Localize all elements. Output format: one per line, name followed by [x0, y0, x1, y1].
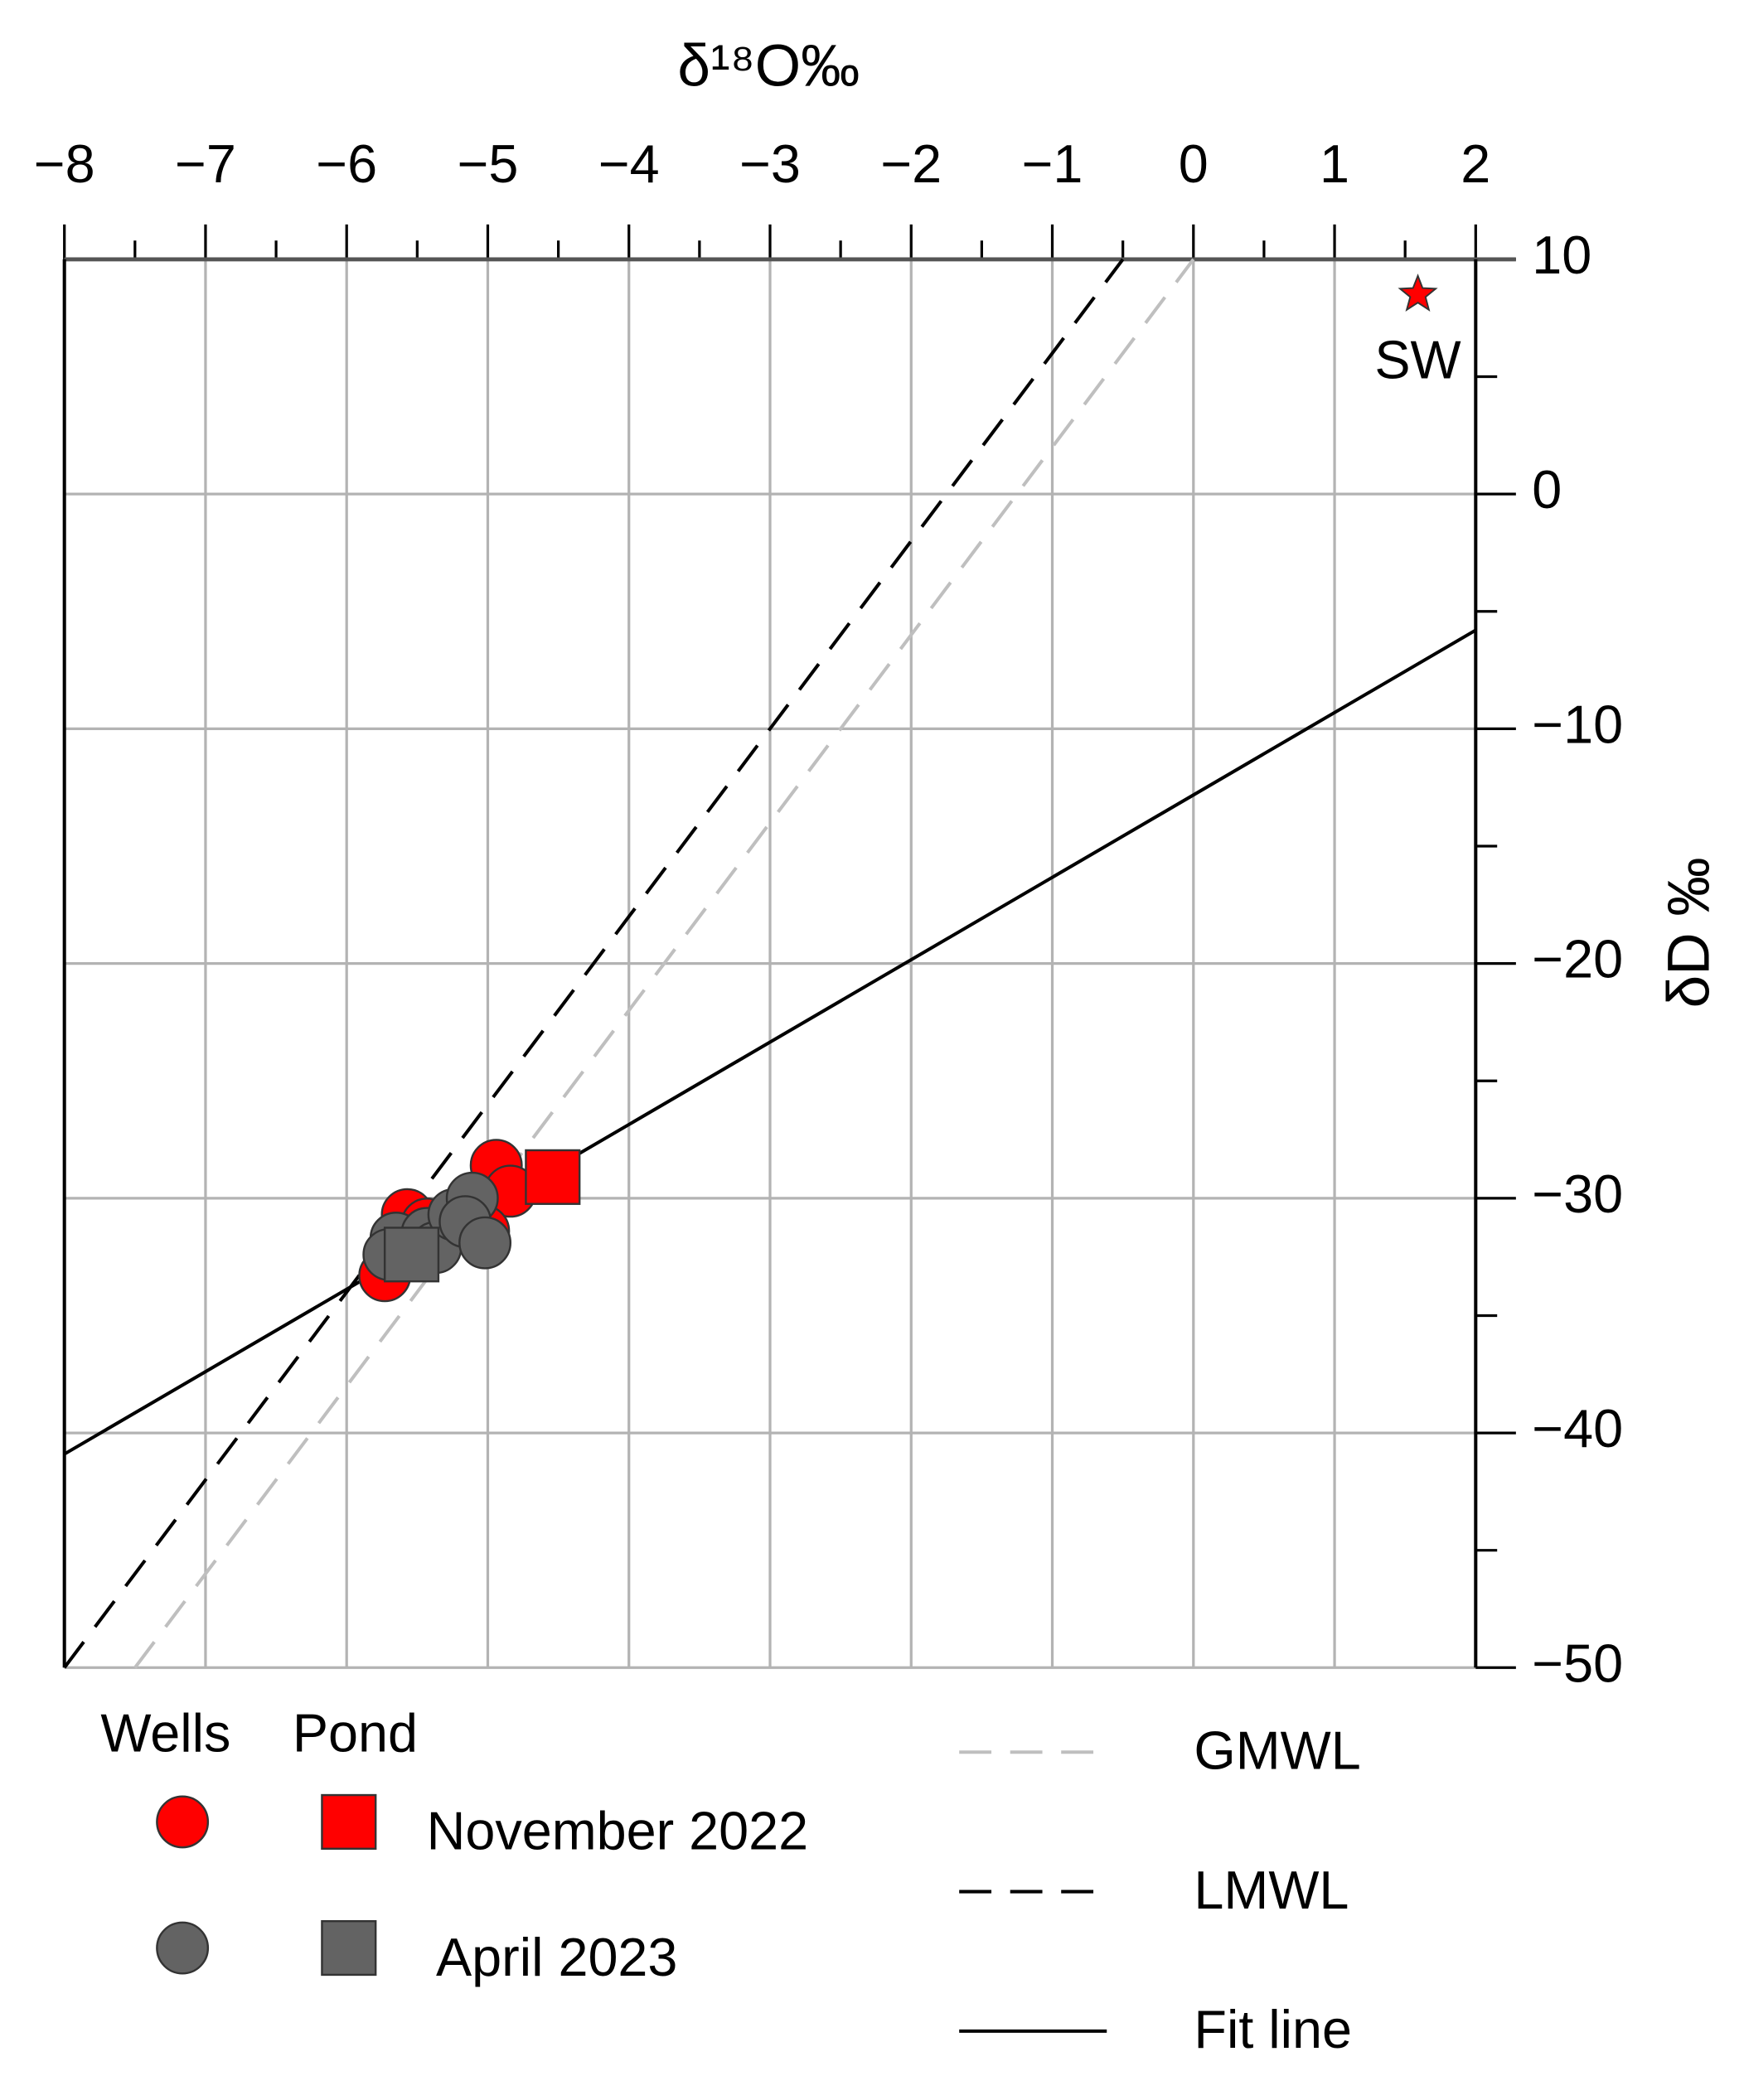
legend-marker	[321, 1793, 377, 1851]
legend-column-wells: Wells	[100, 1703, 230, 1764]
x-tick-label: 0	[1179, 133, 1209, 194]
y-tick-label: −50	[1532, 1633, 1623, 1693]
data-point	[1398, 273, 1438, 312]
legend-column-pond: Pond	[293, 1703, 418, 1764]
x-tick-label: −7	[175, 133, 236, 194]
y-tick-label: −30	[1532, 1164, 1623, 1224]
legend-marker	[156, 1795, 210, 1849]
x-tick-label: −4	[598, 133, 660, 194]
regression-line	[63, 628, 1477, 1456]
x-tick-label: −5	[458, 133, 519, 194]
x-tick-label: −8	[34, 133, 95, 194]
legend-label: April 2023	[436, 1927, 677, 1987]
data-point	[458, 1216, 512, 1270]
legend-label: Fit line	[1194, 1999, 1352, 2059]
regression-line	[63, 258, 1125, 1669]
y-tick-label: −40	[1532, 1398, 1623, 1459]
y-tick-label: −20	[1532, 929, 1623, 990]
legend-label: GMWL	[1194, 1720, 1360, 1781]
y-tick-label: 0	[1532, 459, 1562, 520]
regression-line	[133, 258, 1195, 1669]
x-tick-label: −2	[880, 133, 942, 194]
y-tick-label: −10	[1532, 694, 1623, 754]
point-label: SW	[1374, 330, 1461, 390]
legend-marker	[321, 1919, 377, 1977]
x-tick-label: 1	[1320, 133, 1349, 194]
legend-marker	[156, 1921, 210, 1975]
data-point	[383, 1227, 440, 1283]
x-tick-label: −1	[1022, 133, 1083, 194]
legend-label: LMWL	[1194, 1860, 1349, 1920]
x-axis-label: δ¹⁸O‰	[677, 34, 860, 99]
x-tick-label: −3	[739, 133, 801, 194]
x-tick-label: 2	[1461, 133, 1490, 194]
legend-label: November 2022	[427, 1801, 809, 1861]
x-tick-label: −6	[316, 133, 377, 194]
y-tick-label: 10	[1532, 225, 1591, 285]
data-point	[525, 1149, 581, 1205]
y-axis-label: δD ‰	[1656, 857, 1722, 1008]
